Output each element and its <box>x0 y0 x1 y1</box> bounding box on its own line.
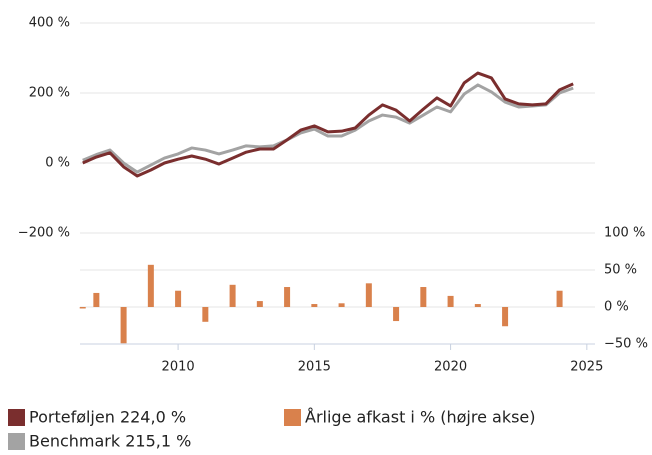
y2-tick-label: 0 % <box>604 300 629 315</box>
bar <box>93 292 100 307</box>
y2-tick-label: 50 % <box>604 263 637 278</box>
bar <box>365 283 372 307</box>
legend-label: Benchmark 215,1 % <box>29 432 191 451</box>
legend-swatch <box>8 433 25 450</box>
y2-tick-label: −50 % <box>604 337 648 352</box>
bar <box>284 287 291 307</box>
legend-swatch <box>8 409 25 426</box>
y-tick-label: 200 % <box>29 86 70 101</box>
bar <box>447 295 454 307</box>
bar <box>256 301 263 307</box>
bar <box>311 304 318 307</box>
y-tick-label: 400 % <box>29 16 70 31</box>
bar <box>147 264 154 307</box>
bar <box>120 307 127 344</box>
x-tick-label: 2010 <box>162 360 195 375</box>
bar <box>474 304 481 307</box>
legend-label: Årlige afkast i % (højre akse) <box>305 408 536 427</box>
y-tick-label: 0 % <box>45 156 70 171</box>
y-tick-label: −200 % <box>18 226 70 241</box>
bar <box>502 307 509 327</box>
bar <box>229 284 236 307</box>
x-tick-label: 2025 <box>570 360 603 375</box>
line <box>82 83 574 174</box>
bar <box>79 307 86 309</box>
legend-label: Porteføljen 224,0 % <box>29 408 186 427</box>
legend-swatch <box>284 409 301 426</box>
bar <box>202 307 209 322</box>
bar <box>393 307 400 322</box>
line <box>82 71 574 178</box>
bar <box>420 287 427 307</box>
bar <box>175 290 182 307</box>
bar <box>556 290 563 307</box>
x-tick-label: 2015 <box>298 360 331 375</box>
bar <box>338 303 345 307</box>
y2-tick-label: 100 % <box>604 226 645 241</box>
x-tick-label: 2020 <box>434 360 467 375</box>
